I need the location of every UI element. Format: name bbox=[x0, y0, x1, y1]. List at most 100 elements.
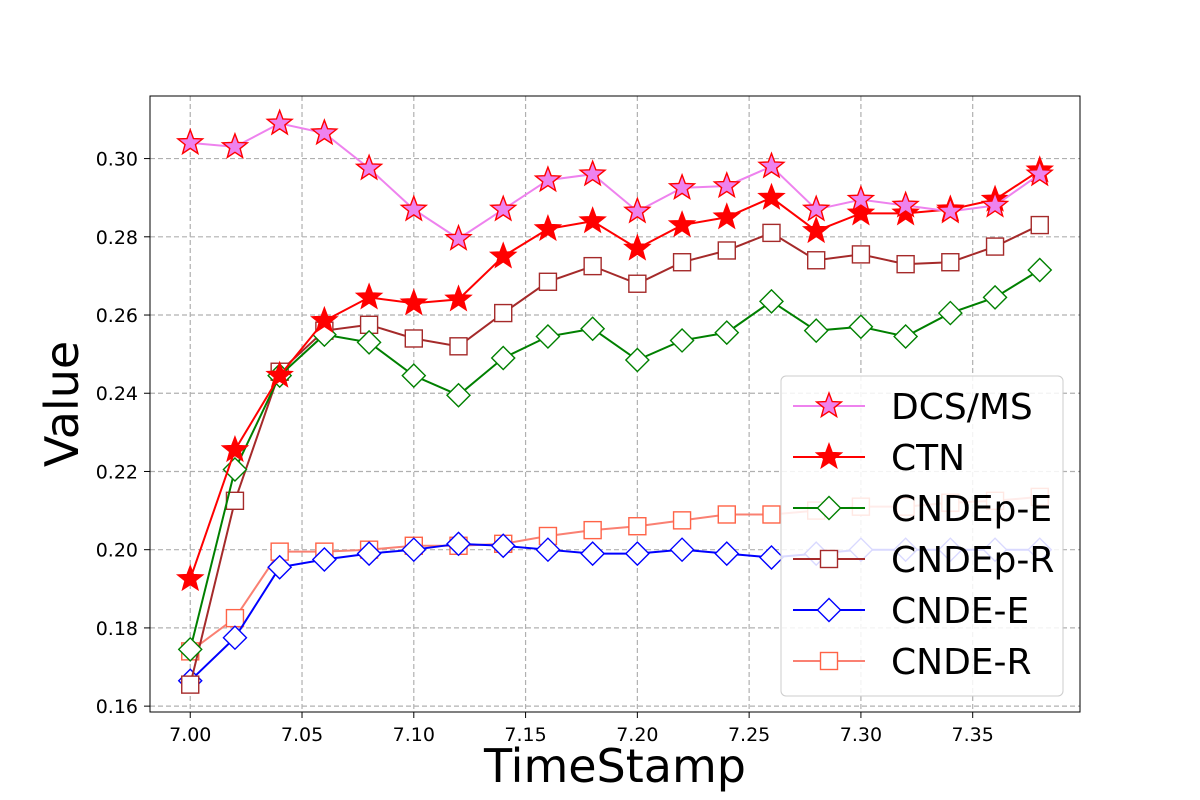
x-tick-label: 7.05 bbox=[281, 724, 323, 746]
legend-label: CNDE-E bbox=[891, 591, 1029, 632]
x-tick-label: 7.00 bbox=[169, 724, 211, 746]
data-point-cnde-e bbox=[580, 541, 606, 567]
data-point-dcs-ms bbox=[354, 153, 384, 181]
data-point-cndep-e bbox=[848, 314, 874, 340]
data-point-dcs-ms bbox=[399, 194, 429, 222]
data-point-ctn bbox=[578, 206, 607, 234]
data-point-cndep-r bbox=[717, 241, 736, 260]
data-point-cndep-e bbox=[714, 320, 740, 346]
y-tick-label: 0.18 bbox=[96, 618, 138, 640]
legend-marker bbox=[814, 391, 844, 419]
data-point-cndep-r bbox=[896, 254, 915, 274]
data-point-cnde-e bbox=[490, 533, 516, 559]
x-tick-label: 7.35 bbox=[952, 724, 994, 746]
data-point-dcs-ms bbox=[936, 196, 965, 224]
data-point-cnde-e bbox=[624, 541, 650, 567]
legend-entry-cnde-r: CNDE-R bbox=[793, 642, 1032, 683]
y-tick-label: 0.28 bbox=[96, 227, 138, 249]
y-tick-label: 0.30 bbox=[96, 149, 138, 171]
data-point-cndep-r bbox=[672, 253, 692, 272]
data-point-dcs-ms bbox=[667, 172, 697, 201]
data-point-cndep-e bbox=[490, 345, 516, 371]
data-point-ctn bbox=[891, 198, 920, 226]
data-point-cndep-r bbox=[941, 253, 960, 272]
data-point-cndep-e bbox=[535, 324, 561, 350]
legend-label: CNDE-R bbox=[891, 642, 1032, 683]
data-point-dcs-ms bbox=[310, 118, 339, 146]
data-point-cndep-e bbox=[982, 284, 1008, 310]
data-point-dcs-ms bbox=[175, 127, 205, 156]
data-point-cnde-e bbox=[267, 554, 293, 580]
data-point-ctn bbox=[265, 360, 294, 388]
legend-marker bbox=[819, 549, 839, 569]
data-point-cnde-r bbox=[762, 505, 781, 524]
data-point-ctn bbox=[444, 284, 473, 312]
x-tick-label: 7.30 bbox=[840, 724, 882, 746]
x-tick-label: 7.10 bbox=[393, 724, 435, 746]
data-point-cnde-e bbox=[535, 537, 561, 563]
data-point-dcs-ms bbox=[265, 108, 294, 136]
data-point-cndep-e bbox=[222, 457, 248, 483]
data-point-ctn bbox=[175, 564, 205, 592]
data-point-ctn bbox=[310, 305, 339, 334]
data-point-dcs-ms bbox=[1025, 159, 1055, 187]
data-point-cnde-e bbox=[356, 541, 382, 567]
plot-series bbox=[175, 108, 1055, 694]
plot-frame bbox=[149, 95, 1081, 713]
data-point-cndep-r bbox=[583, 256, 602, 276]
legend-label: CNDEp-R bbox=[891, 540, 1054, 581]
data-point-cndep-e bbox=[803, 318, 829, 344]
grid bbox=[150, 96, 1080, 712]
legend: DCS/MS CTN CNDEp-E CNDEp-R CNDE-E CNDE-R bbox=[780, 375, 1064, 697]
data-point-cndep-r bbox=[181, 675, 200, 694]
data-point-ctn bbox=[220, 434, 250, 463]
data-point-cndep-e bbox=[177, 636, 203, 662]
data-point-cndep-r bbox=[1030, 215, 1049, 235]
x-tick-label: 7.20 bbox=[616, 724, 658, 746]
data-point-ctn bbox=[757, 182, 786, 210]
legend-entry-ctn: CTN bbox=[793, 438, 965, 479]
data-point-cndep-r bbox=[449, 337, 468, 356]
data-point-cnde-e bbox=[311, 546, 337, 572]
data-point-cndep-r bbox=[494, 303, 513, 323]
data-point-dcs-ms bbox=[578, 159, 607, 187]
legend-marker bbox=[816, 597, 842, 623]
x-tick-label: 7.25 bbox=[728, 724, 770, 746]
x-tick-label: 7.15 bbox=[504, 724, 546, 746]
data-point-ctn bbox=[354, 282, 384, 310]
legend-label: CTN bbox=[891, 438, 965, 479]
y-axis-label: Value bbox=[35, 341, 89, 467]
data-point-ctn bbox=[488, 241, 518, 269]
data-point-dcs-ms bbox=[712, 170, 742, 199]
data-point-ctn bbox=[846, 198, 876, 226]
data-point-dcs-ms bbox=[220, 131, 250, 159]
data-point-cndep-r bbox=[538, 272, 558, 291]
data-point-cndep-r bbox=[628, 274, 647, 293]
data-point-cnde-r bbox=[628, 517, 647, 536]
legend-entry-dcs-ms: DCS/MS bbox=[793, 387, 1033, 428]
data-point-cndep-e bbox=[893, 324, 919, 350]
legend-marker bbox=[819, 651, 839, 671]
legend-entry-cndep-r: CNDEp-R bbox=[793, 540, 1054, 581]
data-point-cndep-e bbox=[1027, 257, 1053, 283]
data-point-cndep-e bbox=[401, 363, 427, 389]
data-point-cnde-e bbox=[222, 625, 248, 651]
data-point-ctn bbox=[667, 210, 697, 238]
data-point-cndep-r bbox=[762, 223, 781, 243]
data-point-dcs-ms bbox=[488, 194, 518, 222]
data-point-dcs-ms bbox=[623, 196, 652, 224]
data-point-cnde-r bbox=[672, 511, 692, 530]
legend-entry-cnde-e: CNDE-E bbox=[793, 591, 1029, 632]
data-point-cnde-e bbox=[714, 541, 740, 567]
data-point-cndep-e bbox=[669, 327, 695, 353]
x-axis-label: TimeStamp bbox=[483, 739, 746, 793]
data-point-ctn bbox=[712, 202, 742, 230]
data-point-dcs-ms bbox=[757, 151, 786, 179]
y-tick-label: 0.16 bbox=[96, 696, 138, 718]
data-point-cndep-e bbox=[937, 300, 963, 326]
series-dcs-ms bbox=[175, 108, 1055, 251]
data-point-cndep-r bbox=[985, 237, 1005, 256]
data-point-cnde-e bbox=[669, 537, 695, 563]
legend-marker bbox=[816, 495, 842, 521]
data-point-cndep-r bbox=[851, 245, 871, 264]
